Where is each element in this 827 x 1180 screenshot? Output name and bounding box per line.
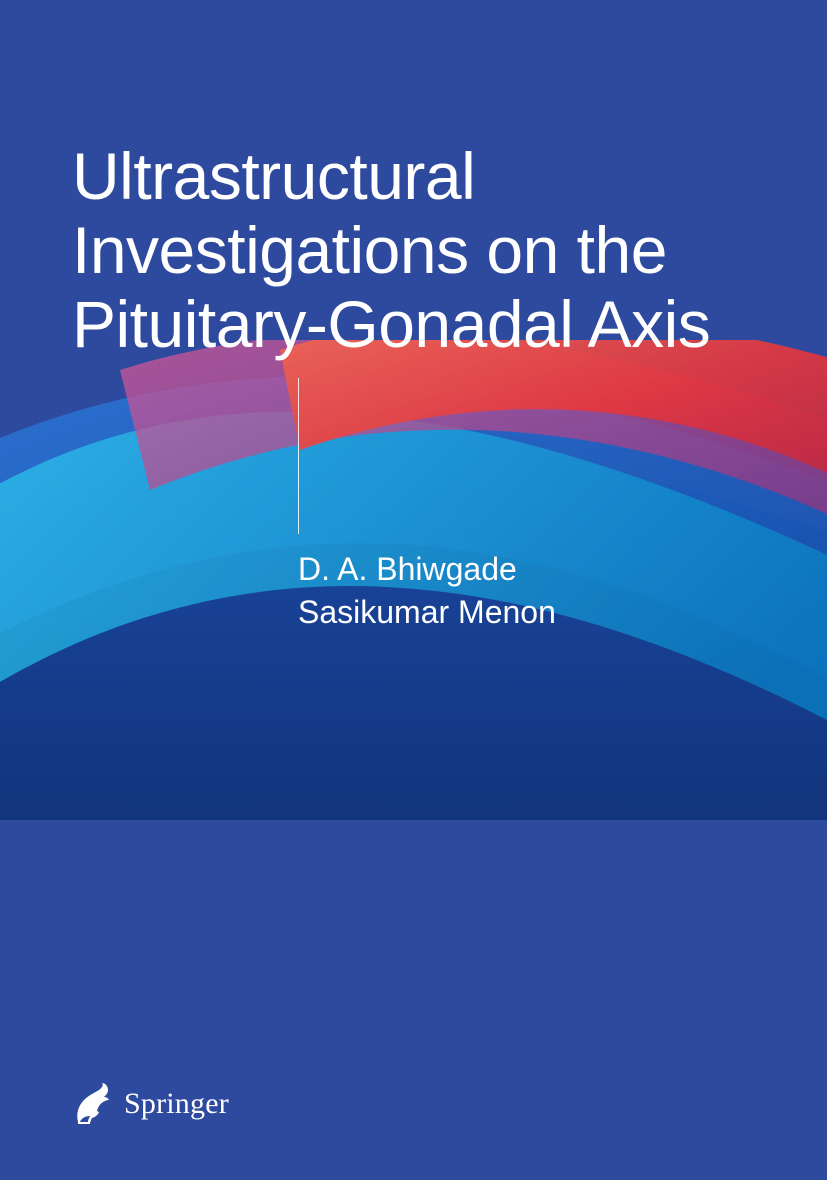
springer-horse-icon (72, 1082, 112, 1126)
publisher-block: Springer (72, 1082, 229, 1126)
publisher-name: Springer (124, 1087, 229, 1121)
book-title: Ultrastructural Investigations on the Pi… (72, 140, 787, 362)
book-cover: Ultrastructural Investigations on the Pi… (0, 0, 827, 1180)
vertical-divider (298, 378, 299, 534)
author-name: Sasikumar Menon (298, 591, 556, 634)
author-block: D. A. Bhiwgade Sasikumar Menon (298, 548, 556, 634)
author-name: D. A. Bhiwgade (298, 548, 556, 591)
